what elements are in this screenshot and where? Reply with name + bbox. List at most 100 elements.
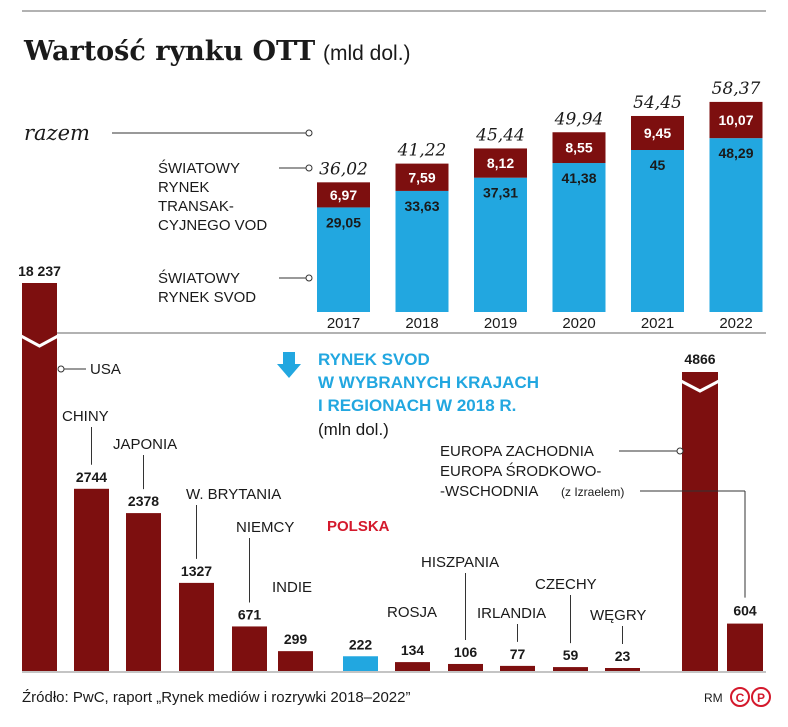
country-label: CHINY — [62, 408, 109, 425]
country-bar — [22, 283, 57, 671]
transactional-bar — [317, 182, 370, 208]
transactional-value-label: 7,59 — [408, 169, 435, 185]
region-note: (z Izraelem) — [561, 485, 624, 499]
svod-label-line: ŚWIATOWY — [158, 269, 240, 287]
x-tick-label: 2021 — [641, 315, 674, 332]
region-value-label: 604 — [733, 603, 757, 619]
total-label: razem — [24, 121, 90, 145]
svod-regions-chart: 4866 EUROPA ZACHODNIA 604 EUROPA ŚRODKOWO- -… — [440, 351, 763, 671]
country-value-label: 1327 — [181, 563, 212, 579]
country-value-label: 134 — [401, 642, 425, 658]
svod-countries-chart: 18 237 USA 2744 CHINY 2378 JAPONIA 1327 W. BRYT… — [18, 263, 646, 671]
chart-unit: (mld dol.) — [323, 42, 411, 65]
svg-text:C: C — [736, 691, 745, 705]
total-value-label: 45,44 — [475, 125, 525, 145]
country-label: HISZPANIA — [421, 554, 499, 571]
svod-bar — [709, 138, 763, 312]
total-value-label: 54,45 — [633, 93, 682, 113]
svod-label-line: RYNEK SVOD — [158, 289, 256, 306]
country-value-label: 23 — [615, 648, 631, 664]
country-label: IRLANDIA — [477, 605, 546, 622]
region-bar — [682, 372, 718, 671]
country-bar — [74, 488, 109, 671]
country-value-label: 18 237 — [18, 263, 61, 279]
country-label: POLSKA — [327, 518, 390, 535]
svod-bar — [395, 190, 449, 312]
country-bar — [448, 663, 483, 671]
copyright-icon: C — [730, 687, 750, 707]
country-value-label: 106 — [454, 644, 478, 660]
axis-break-mark — [680, 379, 720, 393]
total-value-label: 49,94 — [554, 109, 604, 129]
transactional-bar — [552, 132, 606, 164]
x-tick-label: 2022 — [719, 315, 752, 332]
publisher-icon: P — [751, 687, 771, 707]
svod-bar — [474, 177, 527, 312]
bottom-title-line: RYNEK SVOD — [318, 350, 430, 369]
country-bar — [500, 665, 535, 671]
transactional-value-label: 8,12 — [487, 155, 514, 171]
country-value-label: 222 — [349, 636, 373, 652]
country-label: W. BRYTANIA — [186, 486, 281, 503]
transactional-leader-dot — [305, 164, 313, 172]
transactional-label-line: ŚWIATOWY — [158, 159, 240, 177]
region-label: -WSCHODNIA — [440, 483, 538, 500]
transactional-label-line: TRANSAK- — [158, 198, 234, 215]
country-bar — [605, 668, 640, 671]
svod-bar — [631, 150, 684, 312]
country-label: CZECHY — [535, 576, 597, 593]
svod-label: ŚWIATOWY RYNEK SVOD — [158, 269, 256, 306]
axis-break-mark — [20, 334, 59, 348]
chart-title: Wartość rynku OTT — [23, 36, 315, 67]
region-leader-dot — [676, 447, 684, 455]
total-value-label: 36,02 — [319, 159, 368, 179]
transactional-label: ŚWIATOWY RYNEK TRANSAK- CYJNEGO VOD — [158, 159, 267, 234]
transactional-bar — [474, 148, 527, 178]
svod-bar — [552, 163, 606, 312]
transactional-label-line: RYNEK — [158, 179, 209, 196]
transactional-bar — [395, 163, 449, 191]
country-value-label: 59 — [563, 647, 579, 663]
country-bar — [395, 662, 430, 671]
country-value-label: 299 — [284, 631, 308, 647]
country-bar — [126, 513, 161, 671]
svod-value-label: 45 — [650, 157, 666, 173]
country-label: ROSJA — [387, 604, 437, 621]
country-bar — [278, 651, 313, 671]
x-tick-label: 2017 — [327, 315, 360, 332]
x-tick-label: 2020 — [562, 315, 595, 332]
country-value-label: 2378 — [128, 493, 159, 509]
region-value-label: 4866 — [684, 351, 715, 367]
transactional-value-label: 8,55 — [565, 140, 592, 156]
country-label: NIEMCY — [236, 519, 294, 536]
svod-value-label: 33,63 — [404, 198, 439, 214]
country-label: JAPONIA — [113, 436, 177, 453]
country-value-label: 671 — [238, 606, 262, 622]
svod-value-label: 48,29 — [718, 145, 753, 161]
x-tick-label: 2019 — [484, 315, 517, 332]
region-bar — [727, 623, 763, 671]
bottom-title-line: W WYBRANYCH KRAJACH — [318, 373, 539, 392]
transactional-label-line: CYJNEGO VOD — [158, 217, 267, 234]
country-bar — [232, 626, 267, 671]
country-bar — [179, 582, 214, 671]
country-bar — [553, 667, 588, 671]
svod-value-label: 29,05 — [326, 214, 361, 230]
transactional-bar — [631, 115, 684, 150]
svod-leader-dot — [305, 274, 313, 282]
region-label: EUROPA ZACHODNIA — [440, 443, 594, 460]
svod-value-label: 41,38 — [561, 170, 596, 186]
svod-value-label: 37,31 — [483, 185, 518, 201]
country-bar — [343, 656, 378, 671]
bottom-title-line: I REGIONACH W 2018 R. — [318, 396, 516, 415]
total-value-label: 58,37 — [712, 79, 761, 99]
credit-label: RM — [704, 691, 723, 705]
transactional-value-label: 9,45 — [644, 125, 671, 141]
country-leader-dot — [57, 365, 65, 373]
bottom-title-unit: (mln dol.) — [318, 420, 389, 439]
total-value-label: 41,22 — [397, 141, 447, 161]
svg-text:P: P — [757, 691, 765, 705]
country-label: USA — [90, 361, 121, 378]
down-arrow-icon — [277, 352, 301, 378]
